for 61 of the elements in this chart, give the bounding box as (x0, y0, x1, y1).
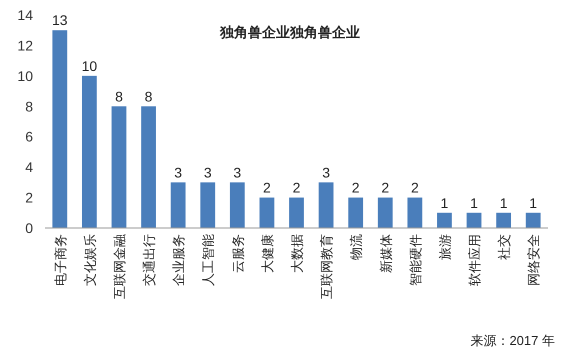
bar (348, 198, 364, 228)
y-tick-label: 14 (17, 7, 34, 23)
bar (437, 212, 452, 228)
x-tick-label: 交通出行 (142, 234, 157, 286)
bar (82, 76, 97, 228)
data-label: 2 (352, 180, 360, 196)
x-tick-label: 智能硬件 (408, 234, 423, 286)
data-label: 1 (470, 194, 478, 211)
bar (289, 198, 304, 228)
x-tick-label: 企业服务 (171, 234, 186, 286)
bar (112, 106, 126, 228)
x-tick-label: 大数据 (290, 234, 304, 273)
bar (466, 212, 482, 228)
x-tick-label: 新媒体 (378, 234, 394, 273)
x-tick-label: 社交 (496, 234, 512, 260)
x-tick-label: 电子商务 (52, 234, 68, 286)
data-label: 8 (144, 88, 153, 104)
x-tick-label: 云服务 (230, 234, 246, 273)
x-tick-label: 互联网教育 (319, 234, 334, 299)
data-label: 3 (322, 164, 330, 180)
bar (318, 182, 334, 228)
bar (230, 182, 245, 228)
y-tick-label: 12 (17, 37, 34, 54)
y-tick-label: 10 (17, 68, 34, 84)
x-tick-label: 互联网金融 (112, 234, 127, 299)
data-label: 10 (82, 58, 98, 74)
bar (496, 212, 512, 228)
data-label: 3 (233, 164, 242, 180)
x-tick-label: 软件应用 (467, 234, 482, 286)
y-tick-label: 8 (25, 98, 34, 114)
data-label: 13 (52, 12, 68, 28)
data-label: 8 (115, 88, 124, 104)
data-label: 2 (263, 180, 272, 196)
y-tick-label: 6 (25, 128, 34, 145)
x-tick-label: 文化娱乐 (82, 234, 98, 286)
x-tick-label: 网络安全 (526, 234, 542, 286)
y-tick-label: 0 (25, 220, 34, 236)
data-label: 2 (410, 180, 419, 196)
x-tick-label: 物流 (348, 234, 364, 260)
data-label: 2 (381, 180, 390, 196)
data-label: 3 (204, 164, 212, 180)
data-label: 1 (529, 194, 538, 211)
x-tick-label: 旅游 (437, 234, 452, 260)
bar (52, 30, 68, 228)
bar (378, 198, 393, 228)
data-label: 2 (292, 180, 301, 196)
bar (407, 198, 422, 228)
x-tick-label: 人工智能 (200, 234, 216, 286)
data-label: 1 (500, 194, 508, 211)
y-tick-label: 2 (25, 190, 34, 206)
bar (200, 182, 216, 228)
data-label: 3 (174, 164, 182, 180)
x-tick-label: 大健康 (260, 234, 275, 273)
data-label: 1 (440, 194, 449, 211)
bar (526, 212, 541, 228)
source-note: 来源：2017 年 (470, 333, 555, 348)
y-tick-label: 4 (25, 159, 34, 176)
text: 独角兽企业独角兽企业 (219, 24, 360, 40)
bar (260, 198, 274, 228)
bar (170, 182, 186, 228)
bar (141, 106, 156, 228)
